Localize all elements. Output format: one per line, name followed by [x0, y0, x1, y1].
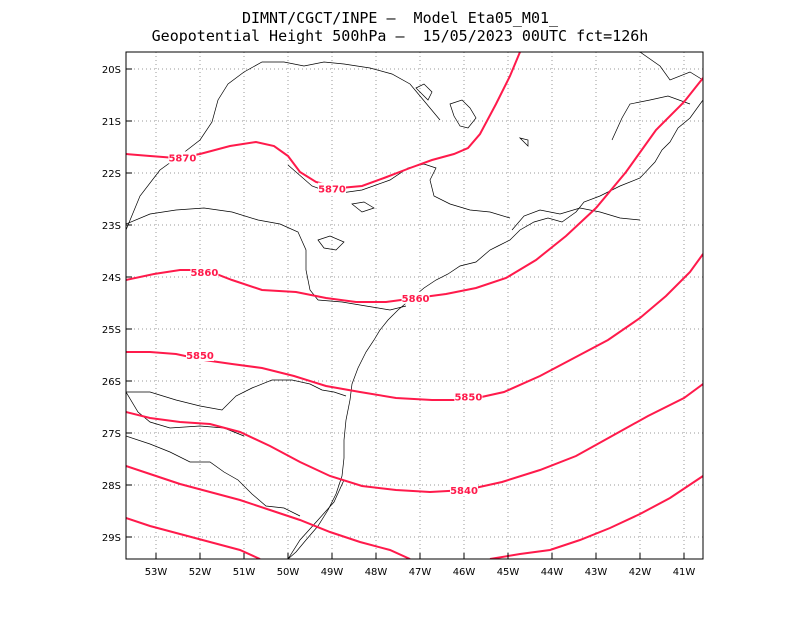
contour-label-bg [317, 182, 346, 195]
river-parana [126, 207, 319, 301]
lagoon-coast [287, 479, 345, 559]
contour-label-c5860b: 5860 [402, 294, 430, 305]
contour-label-c5850a: 5850 [186, 351, 214, 362]
contour-lines [126, 52, 703, 559]
lat-label: 20S [102, 65, 121, 76]
uruguay-border [126, 391, 245, 437]
contour-label-c5870a: 5870 [168, 153, 196, 164]
coast-inlet-5 [518, 137, 529, 147]
latitude-labels: 20S 21S 22S 23S 24S 25S 26S 27S 28S 29S [102, 65, 132, 544]
lon-label: 44W [541, 567, 564, 578]
contour-label-bg [401, 291, 430, 304]
contour-5830 [126, 517, 261, 559]
lon-label: 48W [365, 567, 388, 578]
lat-label: 28S [102, 481, 121, 492]
contour-label-c5850b: 5850 [454, 393, 482, 404]
lon-label: 45W [497, 567, 520, 578]
lat-label: 27S [102, 429, 121, 440]
contour-label-bg [190, 265, 219, 278]
graticule-grid [126, 52, 703, 559]
state-border-ba [639, 52, 703, 81]
contour-labels: 5870 5870 5860 5860 5850 5850 5840 [168, 151, 483, 497]
contour-5840b [489, 475, 703, 559]
state-border-es [611, 95, 691, 141]
lon-label: 43W [585, 567, 608, 578]
lon-label: 51W [233, 567, 256, 578]
contour-label-c5840: 5840 [450, 486, 478, 497]
coast-inlet-3 [317, 235, 345, 251]
contour-label-bg [454, 390, 483, 403]
contour-5840 [126, 465, 411, 559]
lat-label: 25S [102, 325, 121, 336]
coastline-and-borders [126, 52, 703, 559]
lat-label: 24S [102, 273, 121, 284]
contour-5870 [126, 52, 521, 190]
lon-label: 49W [321, 567, 344, 578]
state-border-mg-go [126, 61, 441, 231]
contour-5845 [126, 383, 703, 494]
lon-label: 47W [409, 567, 432, 578]
border-argentina [126, 435, 301, 517]
coast-inlet-4 [351, 201, 375, 213]
state-border-rj [511, 207, 641, 231]
contour-label-bg [168, 151, 197, 164]
lon-label: 41W [673, 567, 696, 578]
lon-label: 50W [277, 567, 300, 578]
lat-label: 21S [102, 117, 121, 128]
longitude-labels: 53W 52W 51W 50W 49W 48W 47W 46W 45W 44W 43W 42W 41W [145, 553, 696, 578]
lon-label: 46W [453, 567, 476, 578]
state-border-sc-rs [126, 379, 347, 411]
contour-label-bg [185, 349, 214, 362]
lat-label: 23S [102, 221, 121, 232]
lon-label: 52W [189, 567, 212, 578]
map-frame [125, 51, 704, 560]
lat-label: 22S [102, 169, 121, 180]
lon-label: 53W [145, 567, 168, 578]
title-line-1: DIMNT/CGCT/INPE – Model Eta05_M01_ [241, 9, 559, 27]
contour-label-c5870b: 5870 [318, 185, 346, 196]
coast-inlet-2 [415, 83, 433, 101]
lon-label: 42W [629, 567, 652, 578]
lat-label: 29S [102, 533, 121, 544]
contour-label-bg [450, 484, 479, 497]
coastline [287, 99, 703, 559]
title-line-2: Geopotential Height 500hPa – 15/05/2023 … [151, 27, 649, 45]
contour-label-c5860a: 5860 [190, 268, 218, 279]
state-border-pr-sc [317, 299, 407, 311]
lat-label: 26S [102, 377, 121, 388]
coast-inlet-1 [449, 99, 477, 129]
